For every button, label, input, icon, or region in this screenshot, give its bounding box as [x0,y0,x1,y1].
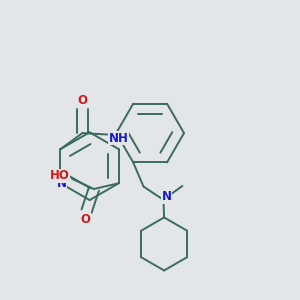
Text: N: N [57,177,67,190]
Text: NH: NH [109,132,129,145]
Text: HO: HO [50,169,69,182]
Text: O: O [80,213,90,226]
Text: O: O [77,94,87,107]
Text: N: N [161,190,172,203]
